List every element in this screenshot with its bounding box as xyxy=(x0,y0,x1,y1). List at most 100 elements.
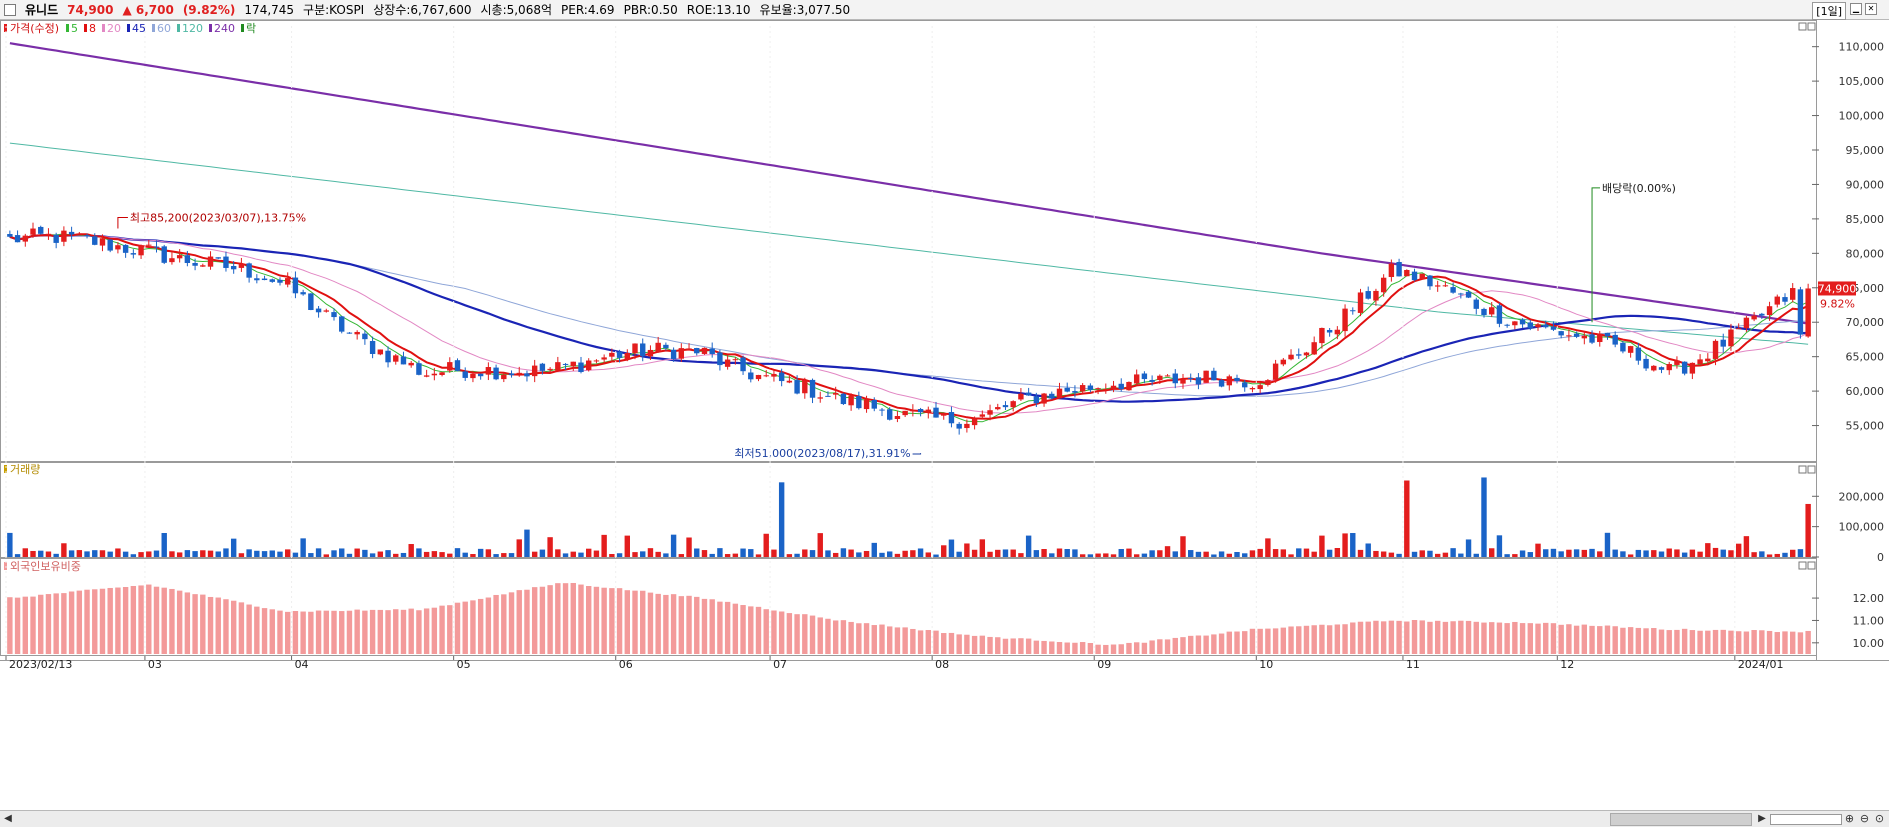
dividend-marker xyxy=(1591,187,1601,323)
foreign-bar xyxy=(323,610,329,654)
volume-bar xyxy=(647,548,654,557)
volume-bar xyxy=(1743,536,1750,557)
price-tick-label: 65,000 xyxy=(1846,351,1885,364)
volume-bar xyxy=(161,533,167,557)
candle-body xyxy=(439,372,445,375)
candle-body xyxy=(1620,342,1626,352)
foreign-bar xyxy=(640,590,646,654)
foreign-bar xyxy=(1242,631,1248,654)
foreign-bar xyxy=(277,610,283,654)
zoom-out-icon[interactable]: ⊖ xyxy=(1859,812,1870,825)
minimize-icon[interactable]: ▁ xyxy=(1850,3,1862,15)
volume-bar xyxy=(1465,539,1472,557)
foreign-bar xyxy=(1257,628,1263,654)
candle-body xyxy=(1597,333,1603,343)
candle-body xyxy=(7,234,13,237)
panel-close-icon xyxy=(1807,465,1816,474)
volume-bar xyxy=(678,554,685,557)
volume-bar xyxy=(956,551,962,557)
period-selector[interactable]: [1일] xyxy=(1812,2,1846,20)
volume-bar xyxy=(1535,543,1541,557)
foreign-bar xyxy=(192,594,198,654)
foreign-bar xyxy=(1597,626,1603,654)
volume-bar xyxy=(570,551,576,557)
volume-bar xyxy=(1411,551,1418,557)
foreign-bar xyxy=(1365,621,1371,654)
volume-bar xyxy=(1566,549,1572,557)
volume-bar xyxy=(1373,550,1379,557)
legend-ma-label: 20 xyxy=(107,22,121,35)
foreign-bar xyxy=(431,607,438,654)
volume-bar xyxy=(447,553,453,557)
candlestick-chart[interactable]: 55,00060,00065,00070,00075,00080,00085,0… xyxy=(0,20,1889,810)
zoom-reset-icon[interactable]: ⊙ xyxy=(1874,812,1885,825)
close-icon[interactable]: ✕ xyxy=(1865,3,1877,15)
zoom-slider[interactable] xyxy=(1770,814,1842,825)
foreign-bar xyxy=(1797,632,1804,654)
candle-body xyxy=(840,393,847,405)
candle-body xyxy=(1766,306,1773,316)
foreign-bar xyxy=(1558,624,1564,654)
candle-body xyxy=(1674,360,1680,365)
foreign-bar xyxy=(138,585,144,654)
legend-ma-swatch xyxy=(152,24,155,32)
volume-bar xyxy=(655,551,661,557)
volume-bar xyxy=(254,550,260,557)
date-axis: 2023/02/13 03 04 05 06 07 08 09 10 11 12 2024/01 xyxy=(5,26,1784,671)
candle-body xyxy=(1527,322,1533,329)
candle-body xyxy=(462,371,468,378)
candle-body xyxy=(153,246,160,248)
scroll-right-icon[interactable]: ▶ xyxy=(1758,813,1766,824)
volume-legend-label: 거래량 xyxy=(10,463,40,476)
volume-bar xyxy=(423,551,430,557)
candle-body xyxy=(192,262,198,266)
candle-body xyxy=(53,234,59,243)
zoom-in-icon[interactable]: ⊕ xyxy=(1844,812,1855,825)
candle-body xyxy=(493,367,499,380)
legend-ma-label: 240 xyxy=(214,22,235,35)
select-checkbox[interactable] xyxy=(4,3,16,16)
panel-maximize-icon xyxy=(1798,22,1807,31)
foreign-bar xyxy=(1759,630,1765,654)
volume-bar xyxy=(971,549,978,557)
foreign-bar xyxy=(92,589,98,654)
scroll-left-icon[interactable]: ◀ xyxy=(4,813,12,824)
foreign-bar xyxy=(1712,629,1719,654)
candle-body xyxy=(1095,388,1101,390)
candle-body xyxy=(1365,291,1371,299)
date-tick-label: 2024/01 xyxy=(1738,658,1784,671)
volume-bar xyxy=(1620,551,1626,557)
volume-tick-label: 200,000 xyxy=(1839,490,1885,503)
volume-bar xyxy=(1010,549,1016,557)
volume-bar xyxy=(1025,535,1032,557)
candle-body xyxy=(184,255,191,264)
candle-body xyxy=(254,278,260,281)
foreign-bar xyxy=(1658,629,1665,654)
current-price-tag-label: 74,900 xyxy=(1818,282,1857,295)
candle-body xyxy=(1419,273,1425,280)
foreign-bar xyxy=(802,614,808,654)
scroll-thumb[interactable] xyxy=(1610,813,1752,826)
volume-bar xyxy=(724,554,731,557)
foreign-bar xyxy=(778,611,785,654)
foreign-bar xyxy=(362,610,368,654)
candle-body xyxy=(979,414,986,417)
market-type: 구분:KOSPI xyxy=(303,3,365,17)
volume-bar xyxy=(1180,536,1186,557)
candle-body xyxy=(701,347,708,354)
candle-body xyxy=(477,373,484,377)
foreign-bar xyxy=(1087,643,1094,654)
volume-bar xyxy=(14,554,21,557)
volume-bar xyxy=(200,550,206,557)
foreign-bar xyxy=(315,610,322,654)
candle-body xyxy=(1504,324,1510,326)
foreign-bar xyxy=(1519,623,1526,654)
volume-bar xyxy=(616,553,623,557)
candle-body xyxy=(1380,277,1387,293)
foreign-bar xyxy=(832,620,839,654)
volume-bar xyxy=(1805,503,1811,557)
foreign-bar xyxy=(1172,637,1178,654)
foreign-bar xyxy=(423,608,430,654)
foreign-bar xyxy=(902,627,908,654)
